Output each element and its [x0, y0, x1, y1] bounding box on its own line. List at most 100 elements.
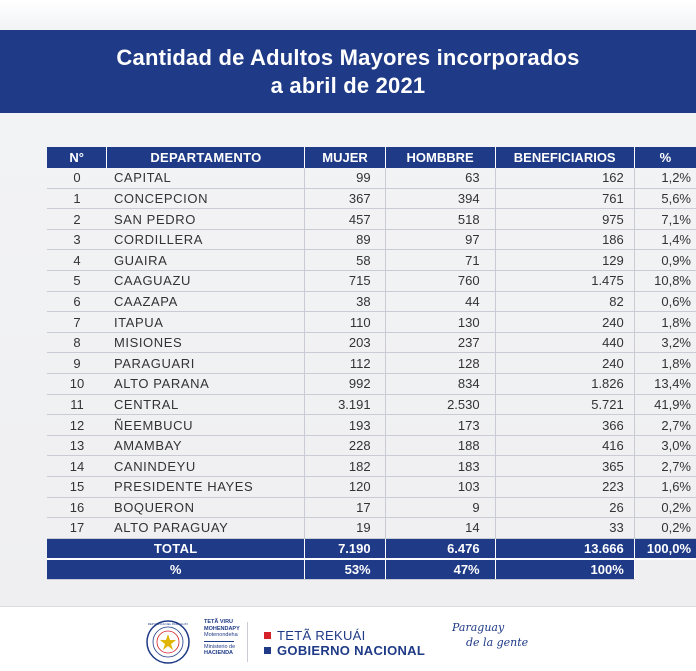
row-hombre: 518 [385, 208, 496, 230]
total-mujer: 7.190 [304, 538, 386, 560]
row-departamento: SAN PEDRO [106, 208, 306, 230]
table-header-row: N° DEPARTAMENTO MUJER HOMBBRE BENEFICIAR… [47, 147, 696, 168]
row-beneficiarios: 82 [495, 291, 635, 313]
row-mujer: 120 [304, 476, 386, 498]
row-num: 16 [47, 497, 107, 519]
header-beneficiarios: BENEFICIARIOS [495, 147, 635, 168]
seal-text: REPUBLICA DEL PARAGUAY [148, 622, 188, 626]
table-row: 6 CAAZAPA 38 44 82 0,6% [47, 291, 696, 313]
row-pct: 13,4% [634, 373, 696, 395]
blue-square-icon [264, 647, 271, 654]
table-row: 15 PRESIDENTE HAYES 120 103 223 1,6% [47, 476, 696, 498]
table-row: 10 ALTO PARANA 992 834 1.826 13,4% [47, 373, 696, 395]
row-departamento: ALTO PARANA [106, 373, 306, 395]
row-hombre: 394 [385, 188, 496, 210]
table-row: 13 AMAMBAY 228 188 416 3,0% [47, 435, 696, 457]
row-beneficiarios: 365 [495, 455, 635, 477]
row-mujer: 228 [304, 435, 386, 457]
table-row: 11 CENTRAL 3.191 2.530 5.721 41,9% [47, 394, 696, 416]
percent-row: % 53% 47% 100% [47, 558, 696, 580]
row-beneficiarios: 416 [495, 435, 635, 457]
row-beneficiarios: 223 [495, 476, 635, 498]
total-beneficiarios: 13.666 [495, 538, 635, 560]
row-departamento: CORDILLERA [106, 229, 306, 251]
table-row: 0 CAPITAL 99 63 162 1,2% [47, 167, 696, 189]
ministry-separator [204, 640, 234, 642]
table-row: 4 GUAIRA 58 71 129 0,9% [47, 249, 696, 272]
row-beneficiarios: 5.721 [495, 394, 635, 416]
row-departamento: BOQUERON [106, 497, 306, 519]
row-num: 4 [47, 249, 107, 272]
row-pct: 0,6% [634, 291, 696, 313]
row-hombre: 834 [385, 373, 496, 395]
row-num: 2 [47, 208, 107, 230]
row-hombre: 44 [385, 291, 496, 313]
title-line-1: Cantidad de Adultos Mayores incorporados [116, 44, 580, 70]
row-num: 15 [47, 476, 107, 498]
header-mujer: MUJER [304, 147, 386, 168]
logo-divider [247, 622, 248, 662]
row-departamento: CAAZAPA [106, 291, 306, 313]
row-num: 1 [47, 188, 107, 210]
row-mujer: 19 [304, 517, 386, 539]
table-row: 17 ALTO PARAGUAY 19 14 33 0,2% [47, 517, 696, 539]
table-row: 1 CONCEPCION 367 394 761 5,6% [47, 188, 696, 210]
row-pct: 1,8% [634, 311, 696, 333]
gov-line-2: GOBIERNO NACIONAL [277, 643, 426, 658]
ministry-line-2: MOHENDAPY [204, 625, 240, 632]
adultos-mayores-table: N° DEPARTAMENTO MUJER HOMBBRE BENEFICIAR… [47, 147, 696, 580]
row-pct: 3,0% [634, 435, 696, 457]
row-num: 5 [47, 270, 107, 292]
header-num: N° [47, 147, 108, 168]
row-departamento: AMAMBAY [106, 435, 306, 457]
row-departamento: MISIONES [106, 332, 306, 354]
row-pct: 5,6% [634, 188, 696, 210]
row-pct: 1,6% [634, 476, 696, 498]
row-departamento: CENTRAL [106, 394, 306, 416]
total-row: TOTAL 7.190 6.476 13.666 100,0% [47, 538, 696, 560]
row-hombre: 173 [385, 414, 496, 436]
row-departamento: CONCEPCION [106, 188, 306, 210]
row-num: 14 [47, 455, 107, 477]
row-hombre: 183 [385, 455, 496, 477]
row-departamento: CANINDEYU [106, 455, 306, 477]
row-beneficiarios: 240 [495, 352, 635, 375]
row-num: 9 [47, 352, 107, 375]
row-pct: 1,2% [634, 167, 696, 189]
row-beneficiarios: 26 [495, 497, 635, 519]
row-mujer: 367 [304, 188, 386, 210]
header-hombre: HOMBBRE [385, 147, 496, 168]
row-pct: 2,7% [634, 414, 696, 436]
row-hombre: 2.530 [385, 394, 496, 416]
gobierno-nacional-logo: TETÃ REKUÁI GOBIERNO NACIONAL [264, 628, 425, 658]
row-pct: 10,8% [634, 270, 696, 292]
table-row: 16 BOQUERON 17 9 26 0,2% [47, 497, 696, 519]
row-beneficiarios: 1.475 [495, 270, 635, 292]
row-num: 6 [47, 291, 107, 313]
row-hombre: 128 [385, 352, 496, 375]
row-num: 3 [47, 229, 107, 251]
row-hombre: 760 [385, 270, 496, 292]
row-hombre: 97 [385, 229, 496, 251]
header-pct: % [634, 147, 696, 168]
row-departamento: ALTO PARAGUAY [106, 517, 306, 539]
row-pct: 7,1% [634, 208, 696, 230]
row-pct: 0,2% [634, 497, 696, 519]
ministry-line-1: TETÃ VIRU [204, 619, 234, 625]
footer-divider [0, 606, 696, 607]
row-num: 0 [47, 167, 107, 189]
row-departamento: PRESIDENTE HAYES [106, 476, 306, 498]
table-row: 3 CORDILLERA 89 97 186 1,4% [47, 229, 696, 251]
total-hombre: 6.476 [385, 538, 496, 560]
row-beneficiarios: 440 [495, 332, 635, 354]
row-beneficiarios: 186 [495, 229, 635, 251]
row-beneficiarios: 129 [495, 249, 635, 272]
slogan-logo: Paraguay de la gente [452, 620, 528, 650]
row-mujer: 715 [304, 270, 386, 292]
table-row: 5 CAAGUAZU 715 760 1.475 10,8% [47, 270, 696, 292]
table-row: 9 PARAGUARI 112 128 240 1,8% [47, 352, 696, 375]
table-row: 2 SAN PEDRO 457 518 975 7,1% [47, 208, 696, 230]
row-pct: 0,9% [634, 249, 696, 272]
row-pct: 1,8% [634, 352, 696, 375]
row-mujer: 89 [304, 229, 386, 251]
